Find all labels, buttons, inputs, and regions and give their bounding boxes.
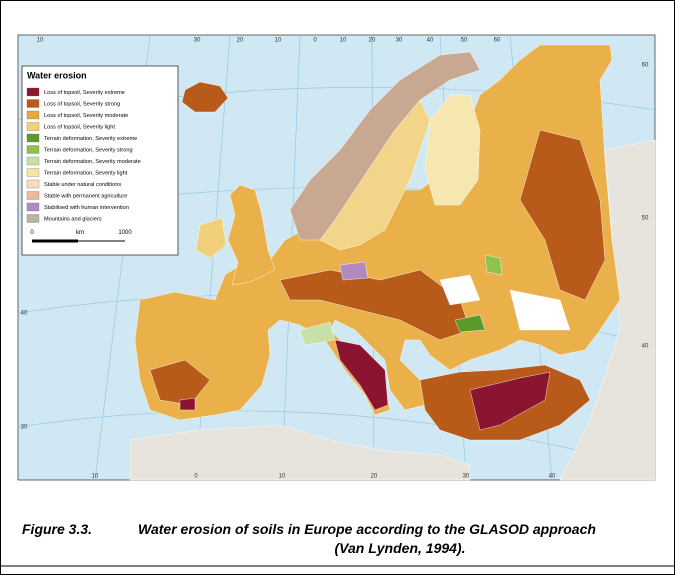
graticule-label: 30 [463,474,470,480]
legend-swatch [26,191,40,200]
legend-swatch [26,87,40,97]
legend-label: Loss of topsoil, Severity strong [44,101,120,107]
land [129,44,656,481]
graticule-label: 10 [92,474,99,480]
graticule-label: 10 [279,474,286,480]
graticule-label: 40 [642,344,649,350]
legend-label: Terrain deformation, Severity extreme [44,136,137,142]
legend: Water erosion 0 km 1000 Loss of topsoil,… [21,65,179,256]
caption-text: Water erosion of soils in Europe accordi… [138,521,596,537]
legend-swatch [26,214,40,223]
legend-swatch [26,99,40,108]
graticule-label: 50 [642,216,649,222]
legend-label: Terrain deformation, Severity moderate [44,159,141,165]
caption-text: (Van Lynden, 1994). [335,540,466,556]
legend-swatch [26,110,40,120]
legend-label: Loss of topsoil, Severity light [44,124,115,130]
legend-label: Terrain deformation, Severity strong [44,147,133,153]
graticule-label: 10 [275,38,282,44]
legend-label: Loss of topsoil, Severity extreme [44,90,125,96]
graticule-label: 0 [194,474,198,480]
legend-swatch [26,156,40,166]
graticule-label: 20 [369,38,376,44]
legend-label: Stable with permanent agriculture [44,193,127,199]
graticule-label: 20 [371,474,378,480]
graticule-label: 30 [194,38,201,44]
legend-label: Loss of topsoil, Severity moderate [44,113,128,119]
legend-label: Mountains and glaciers [44,216,102,222]
graticule-label: 40 [21,311,28,317]
legend-label: Stable under natural conditions [44,182,121,188]
graticule-label: 50 [461,38,468,44]
graticule-label: 0 [313,38,317,44]
graticule-label: 30 [396,38,403,44]
legend-swatch [26,122,40,131]
legend-swatch [26,202,40,212]
graticule-label: 20 [237,38,244,44]
graticule-label: 40 [549,474,556,480]
scale-label: km [76,230,84,236]
graticule-label: 10 [37,38,44,44]
legend-label: Stabilised with human intervention [44,205,129,211]
graticule-label: 60 [494,38,501,44]
scale-bar-segment [32,239,78,243]
scale-label: 0 [30,230,34,236]
graticule-label: 30 [21,425,28,431]
graticule-label: 60 [642,63,649,69]
legend-swatch [26,168,40,177]
legend-title: Water erosion [27,70,87,80]
graticule-labels: 10 30 20 10 0 10 20 30 40 50 60 40 30 60… [21,38,649,480]
legend-label: Terrain deformation, Severity light [44,170,128,176]
legend-swatch [26,145,40,154]
legend-swatch [26,133,40,143]
scale-label: 1000 [118,230,132,236]
graticule-label: 10 [340,38,347,44]
legend-swatch [26,179,40,189]
legend-box [21,65,179,256]
caption-figure: Figure 3.3. [22,521,92,537]
graticule-label: 40 [427,38,434,44]
